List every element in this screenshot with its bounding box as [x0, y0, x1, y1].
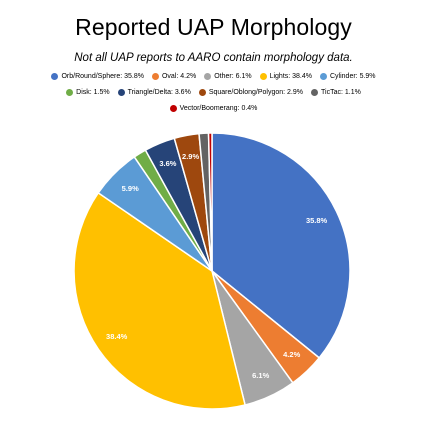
legend-label: Vector/Boomerang: 0.4%: [179, 105, 258, 112]
legend-swatch: [151, 73, 159, 80]
pie-data-label: 38.4%: [106, 332, 128, 341]
legend-item-cylinder: Cylinder: 5.9%: [320, 73, 376, 80]
legend-swatch: [66, 89, 74, 96]
legend-item-orb: Orb/Round/Sphere: 35.8%: [51, 73, 144, 80]
chart-subtitle: Not all UAP reports to AARO contain morp…: [74, 52, 353, 64]
pie-data-label: 35.8%: [306, 216, 328, 225]
pie-slice-lights: [73, 191, 246, 410]
legend-item-lights: Lights: 38.4%: [259, 73, 312, 80]
legend-label: TicTac: 1.1%: [321, 89, 361, 96]
legend-label: Square/Oblong/Polygon: 2.9%: [208, 89, 303, 96]
legend-item-triangle: Triangle/Delta: 3.6%: [117, 89, 191, 96]
legend-item-disk: Disk: 1.5%: [66, 89, 110, 96]
pie-slice-vector-boomerang: [207, 132, 213, 272]
legend-item-vector: Vector/Boomerang: 0.4%: [169, 105, 258, 112]
legend-label: Cylinder: 5.9%: [330, 73, 376, 80]
legend-swatch: [169, 105, 177, 112]
legend-label: Disk: 1.5%: [76, 89, 110, 96]
legend-item-square: Square/Oblong/Polygon: 2.9%: [198, 89, 303, 96]
legend-row: Disk: 1.5% Triangle/Delta: 3.6% Square/O…: [8, 87, 419, 98]
legend-label: Lights: 38.4%: [269, 73, 312, 80]
legend-label: Oval: 4.2%: [161, 73, 197, 80]
pie-data-label: 3.6%: [159, 159, 176, 168]
legend-item-other: Other: 6.1%: [204, 73, 252, 80]
legend-item-tictac: TicTac: 1.1%: [311, 89, 361, 96]
legend-swatch: [51, 73, 59, 80]
legend-label: Other: 6.1%: [214, 73, 252, 80]
legend-swatch: [117, 89, 125, 96]
pie-data-label: 5.9%: [122, 184, 139, 193]
pie-data-label: 6.1%: [252, 371, 269, 380]
pie-data-label: 2.9%: [182, 152, 199, 161]
legend-item-oval: Oval: 4.2%: [151, 73, 197, 80]
pie-slice-orb-round-sphere: [211, 132, 351, 359]
chart-title: Reported UAP Morphology: [75, 14, 352, 40]
legend-swatch: [198, 89, 206, 96]
legend-swatch: [259, 73, 267, 80]
legend-label: Triangle/Delta: 3.6%: [127, 89, 191, 96]
legend-swatch: [311, 89, 318, 96]
legend: Orb/Round/Sphere: 35.8% Oval: 4.2% Other…: [8, 71, 419, 119]
legend-swatch: [204, 73, 212, 80]
legend-row: Vector/Boomerang: 0.4%: [8, 103, 419, 114]
legend-label: Orb/Round/Sphere: 35.8%: [61, 73, 144, 80]
pie-data-label: 4.2%: [283, 350, 300, 359]
legend-swatch: [320, 73, 327, 80]
legend-row: Orb/Round/Sphere: 35.8% Oval: 4.2% Other…: [8, 71, 419, 82]
